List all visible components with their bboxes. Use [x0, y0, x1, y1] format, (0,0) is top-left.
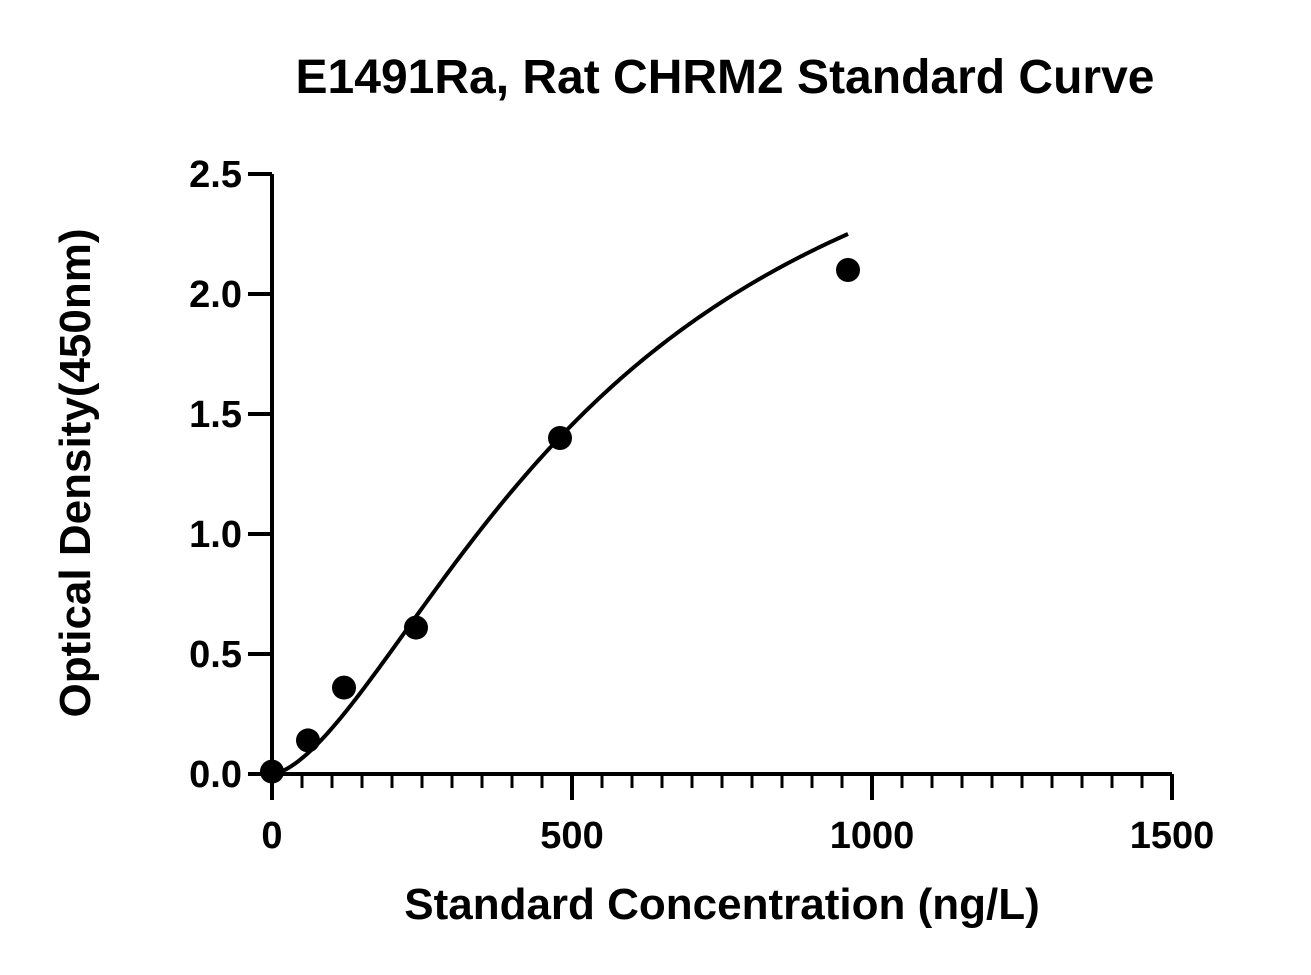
data-point	[260, 759, 284, 784]
y-tick-label: 2.5	[189, 154, 242, 196]
chart-title: E1491Ra, Rat CHRM2 Standard Curve	[296, 51, 1155, 104]
y-tick-label: 2.0	[189, 274, 242, 316]
data-point	[548, 426, 572, 450]
data-point	[296, 728, 320, 753]
axes: 0.0 0.5 1.0 1.5 2.0 2.5 0 500 1000 1500	[189, 154, 1214, 857]
x-tick-label: 500	[540, 815, 603, 857]
x-tick-label: 0	[261, 815, 282, 857]
data-points-layer	[260, 258, 860, 784]
y-tick-label: 0.5	[189, 634, 242, 676]
fit-curve	[271, 232, 849, 776]
data-point	[836, 258, 860, 282]
data-point	[404, 615, 428, 640]
y-tick-label: 1.0	[189, 514, 242, 556]
y-axis-label: Optical Density(450nm)	[51, 228, 100, 717]
x-tick-label: 1500	[1130, 815, 1215, 857]
y-tick-label: 0.0	[189, 754, 242, 796]
y-tick-label: 1.5	[189, 394, 242, 436]
data-point	[332, 675, 356, 700]
x-tick-label: 1000	[830, 815, 915, 857]
x-axis-label: Standard Concentration (ng/L)	[404, 880, 1040, 929]
fit-curve-layer	[271, 232, 849, 776]
